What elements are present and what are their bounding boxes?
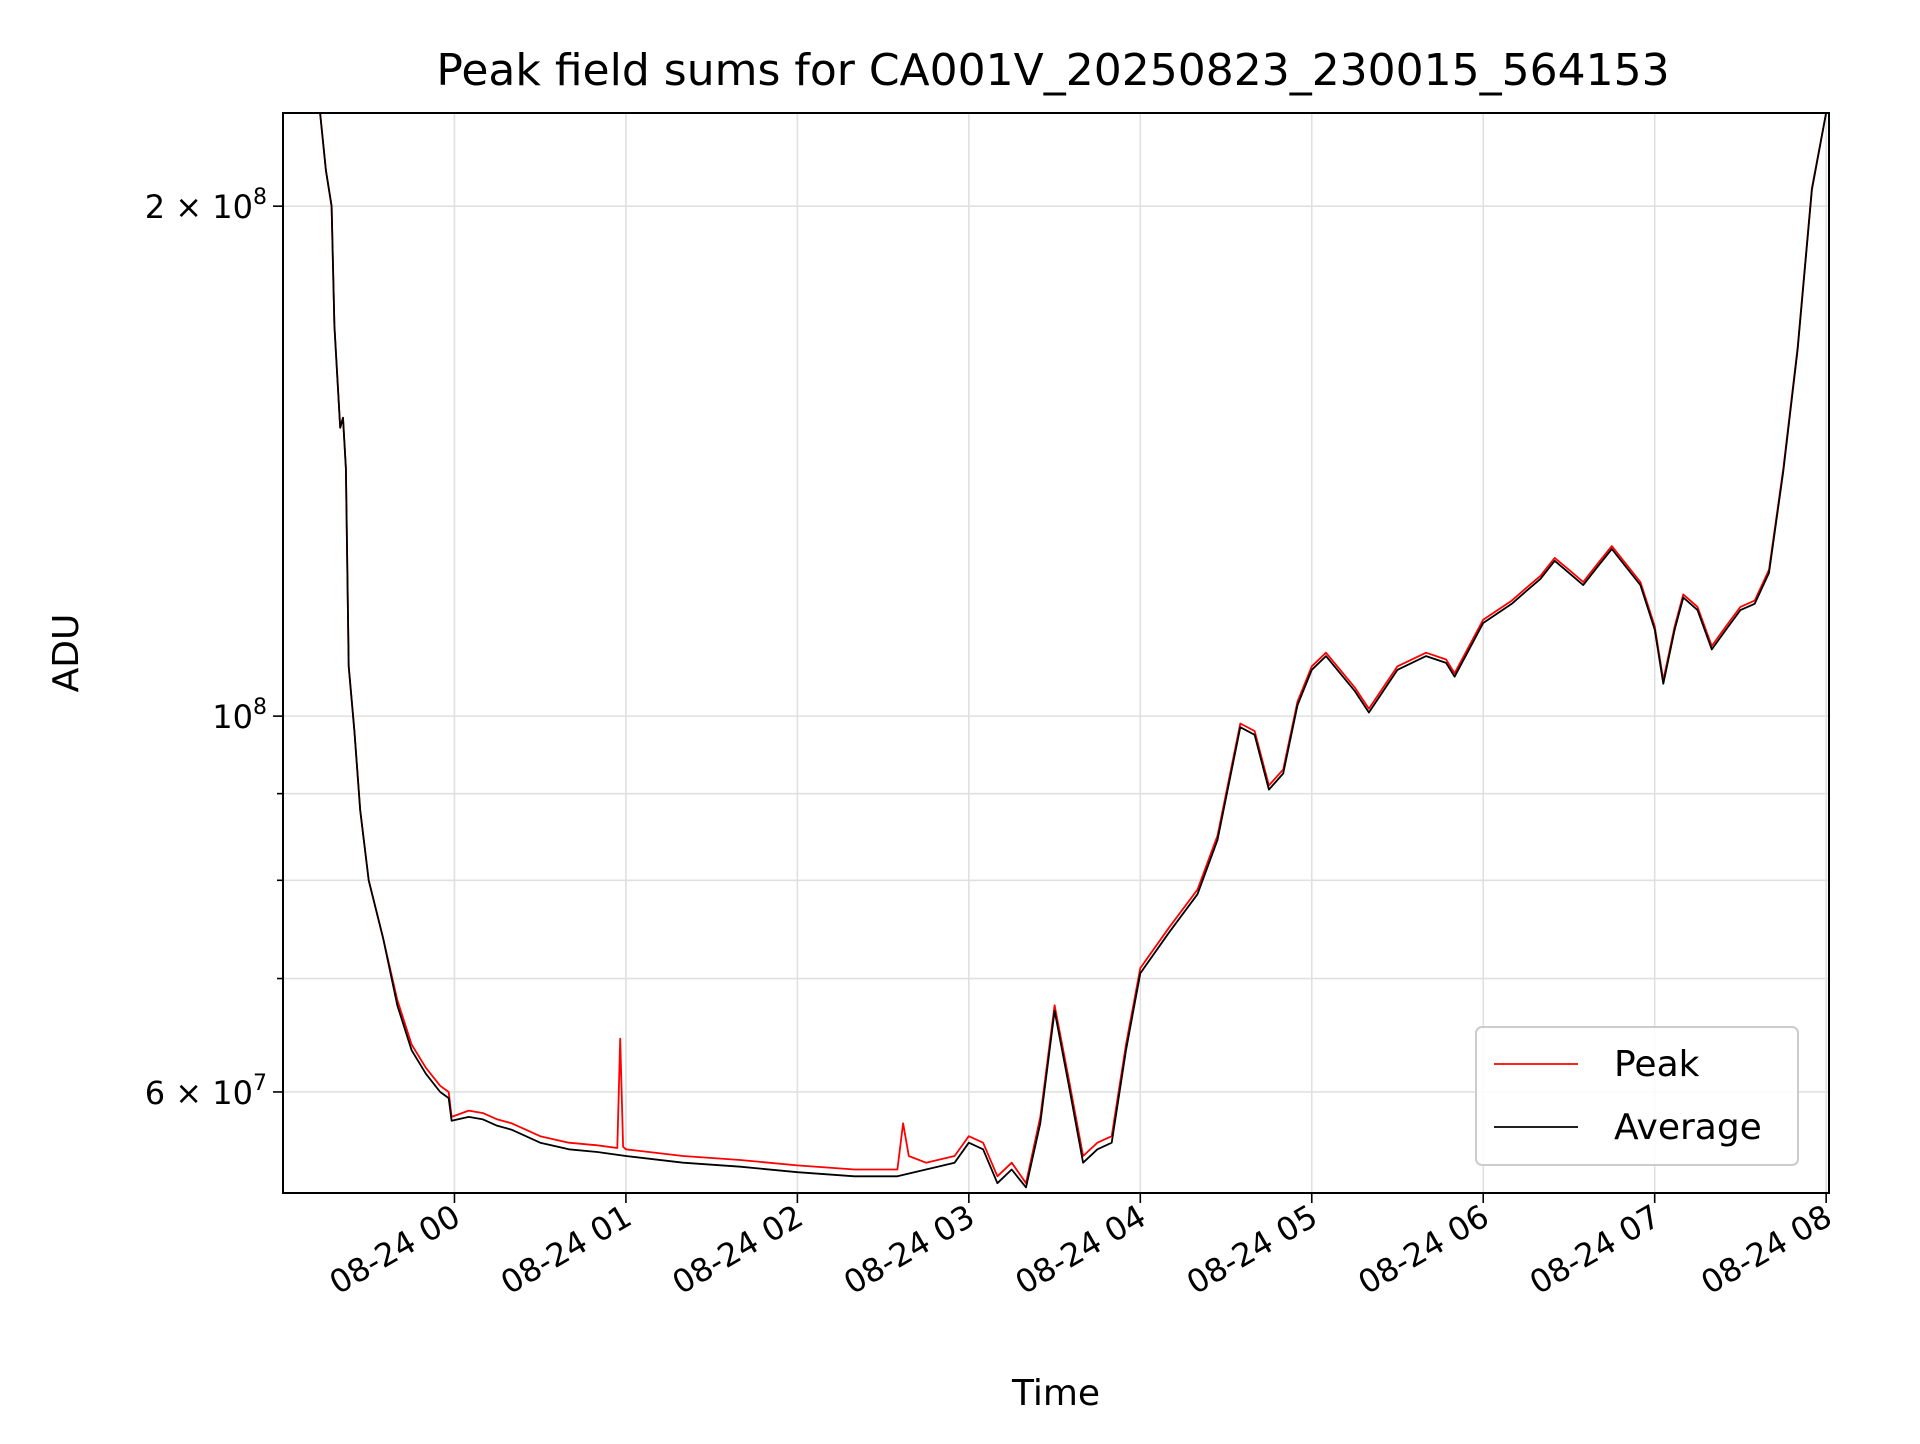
series-line-average <box>283 113 1829 1189</box>
x-tick-label: 08-24 06 <box>1352 1197 1496 1302</box>
y-tick-label: 108 <box>212 695 267 736</box>
legend-box <box>1475 1026 1799 1166</box>
x-axis-label: Time <box>1011 1373 1100 1414</box>
x-tick-label: 08-24 07 <box>1523 1197 1667 1302</box>
x-tick-label: 08-24 02 <box>666 1197 810 1302</box>
x-tick-label: 08-24 00 <box>323 1197 467 1302</box>
legend-label-peak: Peak <box>1614 1044 1700 1085</box>
x-tick-label: 08-24 05 <box>1180 1197 1324 1302</box>
grid-layer <box>283 113 1829 1193</box>
plot-lines <box>283 113 1829 1189</box>
y-axis-label: ADU <box>46 614 87 693</box>
chart-title: Peak field sums for CA001V_20250823_2300… <box>436 45 1669 96</box>
y-axis: 6 × 107 108 2 × 108 <box>145 185 283 1112</box>
plot-frame <box>282 112 1830 1194</box>
y-tick-label: 2 × 108 <box>145 185 267 226</box>
series-line-peak <box>283 113 1829 1185</box>
x-axis: 08-24 00 08-24 01 08-24 02 08-24 03 08-24 04… <box>323 1193 1838 1302</box>
x-tick-label: 08-24 01 <box>494 1197 638 1302</box>
x-tick-label: 08-24 08 <box>1695 1197 1839 1302</box>
x-tick-label: 08-24 04 <box>1009 1197 1153 1302</box>
x-tick-label: 08-24 03 <box>837 1197 981 1302</box>
legend-label-average: Average <box>1614 1107 1762 1148</box>
legend: Peak Average <box>1475 1026 1799 1166</box>
y-tick-label: 6 × 107 <box>145 1071 267 1112</box>
